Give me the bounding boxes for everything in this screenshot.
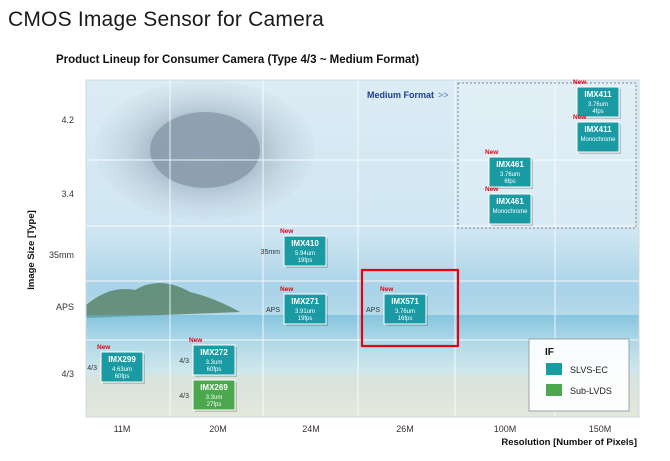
new-badge: New	[189, 337, 203, 344]
chip-spec: 3.76um	[500, 172, 520, 178]
chip-spec: 5.94um	[295, 251, 315, 257]
new-badge: New	[485, 149, 499, 156]
x-tick-label: 100M	[494, 424, 517, 434]
chip-name: IMX272	[200, 348, 228, 357]
chip-box	[576, 86, 620, 118]
chip-name: IMX411	[584, 90, 612, 99]
chip-spec: 4.63um	[112, 367, 132, 373]
chip-box	[100, 351, 144, 383]
chip-spec: 60fps	[207, 367, 222, 373]
chip-name: IMX410	[291, 239, 319, 248]
chip-name: IMX461	[496, 160, 524, 169]
y-tick-label: 4.2	[61, 115, 74, 125]
chip-spec: 27fps	[207, 402, 222, 408]
format-label: 35mm	[261, 249, 281, 256]
chip-spec: Monochrome	[580, 137, 616, 143]
medium-format-arrow: >>	[438, 90, 449, 100]
chip-spec: 19fps	[298, 316, 313, 322]
legend: IF SLVS-EC Sub-LVDS	[528, 338, 630, 412]
x-tick-label: 20M	[209, 424, 227, 434]
x-tick-label: 11M	[114, 424, 131, 434]
medium-format-box	[457, 82, 637, 229]
chip-spec: 4fps	[592, 109, 603, 115]
chip-name: IMX411	[584, 125, 612, 134]
plot-border	[85, 79, 640, 418]
new-badge: New	[280, 228, 294, 235]
y-tick-label: APS	[56, 302, 74, 312]
new-badge: New	[280, 286, 294, 293]
format-label: 4/3	[87, 365, 97, 372]
x-tick-label: 26M	[396, 424, 414, 434]
x-axis-title: Resolution [Number of Pixels]	[501, 437, 637, 448]
chip-name: IMX299	[108, 355, 136, 364]
chip-name: IMX461	[496, 197, 524, 206]
y-tick-label: 4/3	[61, 369, 74, 379]
lens-image	[95, 80, 315, 220]
format-label: APS	[366, 307, 380, 314]
chip-box	[488, 156, 532, 188]
medium-format-region: Medium Format >>	[367, 82, 637, 229]
format-label: 4/3	[179, 358, 189, 365]
axes: 11M 20M 24M 26M 100M 150M 4/3 APS 35mm 3.4 4.2 Reso…	[26, 115, 637, 448]
highlight-box	[360, 268, 460, 348]
new-badge: New	[573, 79, 587, 86]
new-badge: New	[380, 286, 394, 293]
island-image	[86, 282, 240, 318]
y-tick-label: 3.4	[61, 189, 74, 199]
chip-box	[576, 121, 620, 153]
chip-spec: 60fps	[115, 374, 130, 380]
legend-label: SLVS-EC	[570, 365, 608, 375]
chart-subtitle: Product Lineup for Consumer Camera (Type…	[56, 54, 420, 66]
chip-box	[192, 379, 236, 411]
chip-name: IMX271	[291, 297, 319, 306]
sensor-chips: IMX2994.63um60fpsNew4/3IMX2723.3um60fpsN…	[87, 79, 621, 412]
chip-spec: Monochrome	[492, 209, 528, 215]
chip-spec: 16fps	[398, 316, 413, 322]
chip-spec: 3.3um	[206, 360, 223, 366]
chip-spec: 3.76um	[395, 309, 415, 315]
legend-title: IF	[545, 347, 554, 358]
chip-box	[192, 344, 236, 376]
chip-box	[488, 193, 532, 225]
y-tick-label: 35mm	[49, 250, 74, 260]
chip-spec: 3.3um	[206, 395, 223, 401]
medium-format-label: Medium Format	[367, 90, 434, 100]
new-badge: New	[97, 344, 111, 351]
x-tick-label: 24M	[302, 424, 320, 434]
legend-label: Sub-LVDS	[570, 386, 612, 396]
sensor-chip-imx411: IMX411 Monochrome New	[573, 114, 621, 154]
legend-box	[528, 338, 630, 412]
legend-swatch	[546, 363, 562, 375]
chip-box	[283, 235, 327, 267]
format-label: APS	[266, 307, 280, 314]
chip-name: IMX571	[391, 297, 419, 306]
chip-spec: 6fps	[504, 179, 515, 185]
sensor-chip-imx461: IMX461 Monochrome New	[485, 186, 533, 226]
new-badge: New	[573, 114, 587, 121]
chip-box	[383, 293, 427, 325]
chip-name: IMX269	[200, 383, 228, 392]
chip-spec: 3.91um	[295, 309, 315, 315]
page-title: CMOS Image Sensor for Camera	[8, 8, 325, 31]
x-tick-label: 150M	[589, 424, 612, 434]
new-badge: New	[485, 186, 499, 193]
chip-box	[283, 293, 327, 325]
chip-spec: 19fps	[298, 258, 313, 264]
format-label: 4/3	[179, 393, 189, 400]
legend-swatch	[546, 384, 562, 396]
y-axis-title: Image Size [Type]	[26, 210, 37, 290]
chip-spec: 3.76um	[588, 102, 608, 108]
